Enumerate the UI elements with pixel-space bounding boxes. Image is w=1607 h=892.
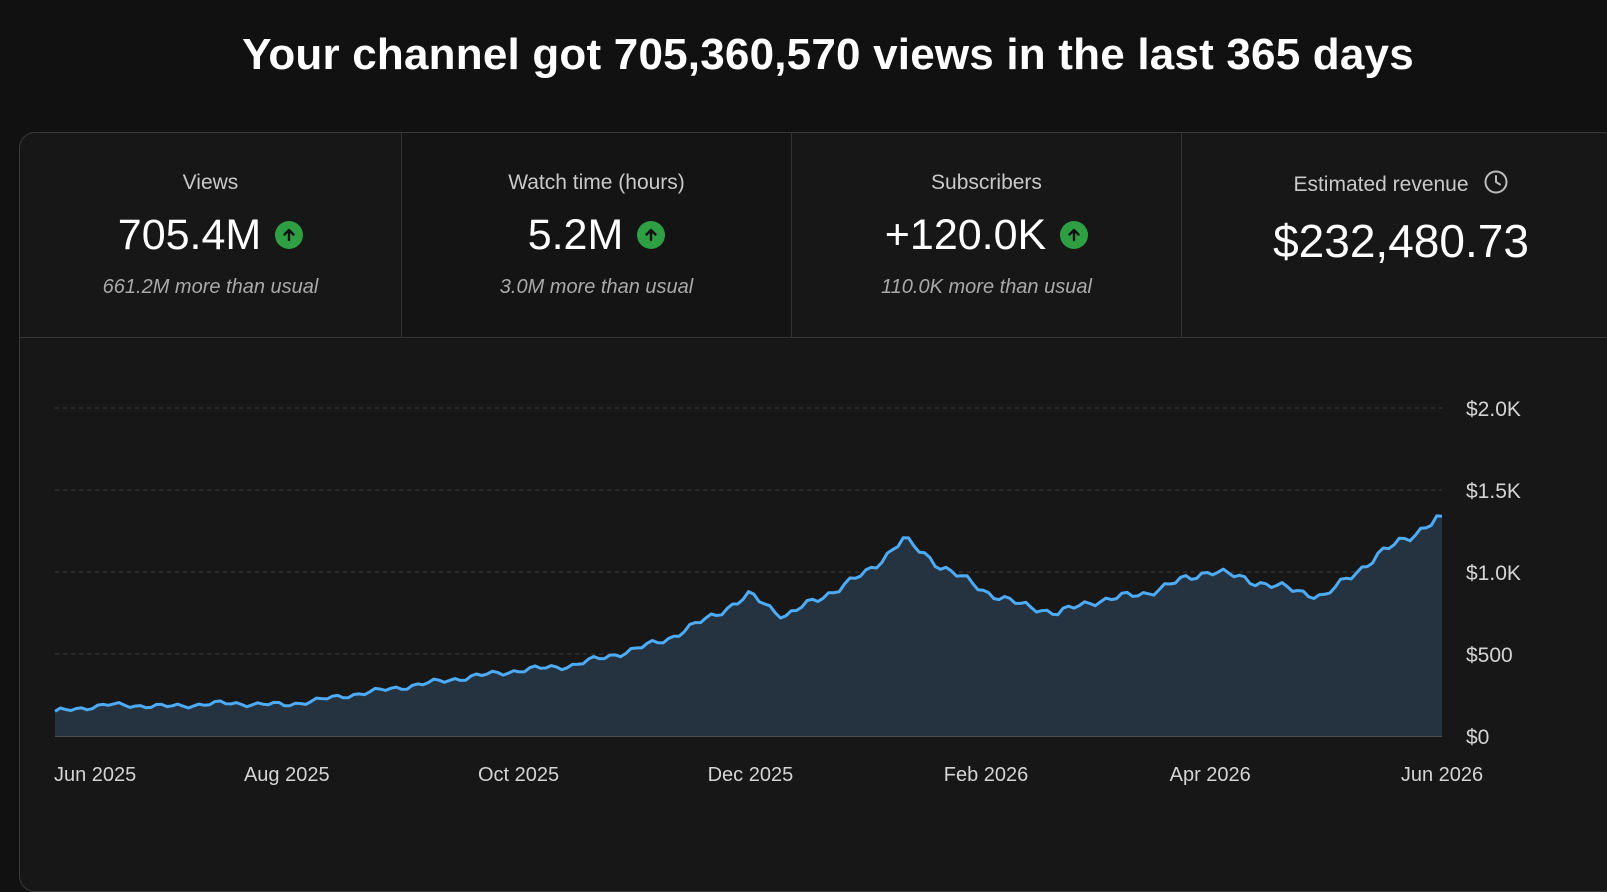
x-tick-label: Dec 2025 xyxy=(708,764,794,786)
arrow-up-icon xyxy=(1060,221,1089,249)
metric-label: Estimated revenue xyxy=(1293,172,1469,196)
page-title: Your channel got 705,360,570 views in th… xyxy=(242,30,1414,79)
metric-tab-estimated-revenue[interactable]: Estimated revenue $232,480.73 xyxy=(1181,133,1607,337)
clock-icon[interactable] xyxy=(1483,169,1509,200)
metric-value: 5.2M xyxy=(527,210,624,259)
metric-label: Watch time (hours) xyxy=(508,171,685,194)
metric-label: Subscribers xyxy=(931,171,1042,194)
y-tick-label: $0 xyxy=(1466,726,1489,749)
series-line xyxy=(54,514,1443,713)
y-tick-label: $500 xyxy=(1466,644,1513,667)
metric-tab-watch-time[interactable]: Watch time (hours) 5.2M 3.0M more than u… xyxy=(401,133,791,337)
x-tick-label: Jun 2025 xyxy=(54,764,136,786)
metric-comparison: 110.0K more than usual xyxy=(881,276,1092,298)
metric-value: +120.0K xyxy=(884,210,1047,259)
area-fill xyxy=(55,515,1442,736)
y-tick-label: $2.0K xyxy=(1466,398,1521,421)
metric-tabs: Views 705.4M 661.2M more than usual Watc… xyxy=(20,133,1607,338)
arrow-up-icon xyxy=(637,221,666,249)
chart-svg: $0 $500 $1.0K $1.5K $2.0K Jun 2025 Aug 2025 Oct… xyxy=(54,398,1521,786)
metric-tab-subscribers[interactable]: Subscribers +120.0K 110.0K more than usu… xyxy=(791,133,1181,337)
metric-comparison: 661.2M more than usual xyxy=(102,276,319,298)
x-tick-label: Aug 2025 xyxy=(244,764,330,786)
metric-value: 705.4M xyxy=(117,210,262,259)
x-tick-label: Apr 2026 xyxy=(1170,764,1251,786)
metric-label: Views xyxy=(182,171,239,194)
x-tick-label: Jun 2026 xyxy=(1401,764,1483,786)
metric-tab-views[interactable]: Views 705.4M 661.2M more than usual xyxy=(20,133,401,337)
metric-value: $232,480.73 xyxy=(1273,215,1529,267)
y-tick-label: $1.0K xyxy=(1466,562,1521,585)
y-tick-label: $1.5K xyxy=(1466,480,1521,503)
analytics-card: Views 705.4M 661.2M more than usual Watc… xyxy=(19,132,1607,892)
x-tick-label: Oct 2025 xyxy=(478,764,559,786)
revenue-chart: $0 $500 $1.0K $1.5K $2.0K Jun 2025 Aug 2025 Oct… xyxy=(20,338,1607,818)
x-tick-label: Feb 2026 xyxy=(944,764,1029,786)
metric-comparison: 3.0M more than usual xyxy=(499,276,694,298)
arrow-up-icon xyxy=(275,221,304,249)
